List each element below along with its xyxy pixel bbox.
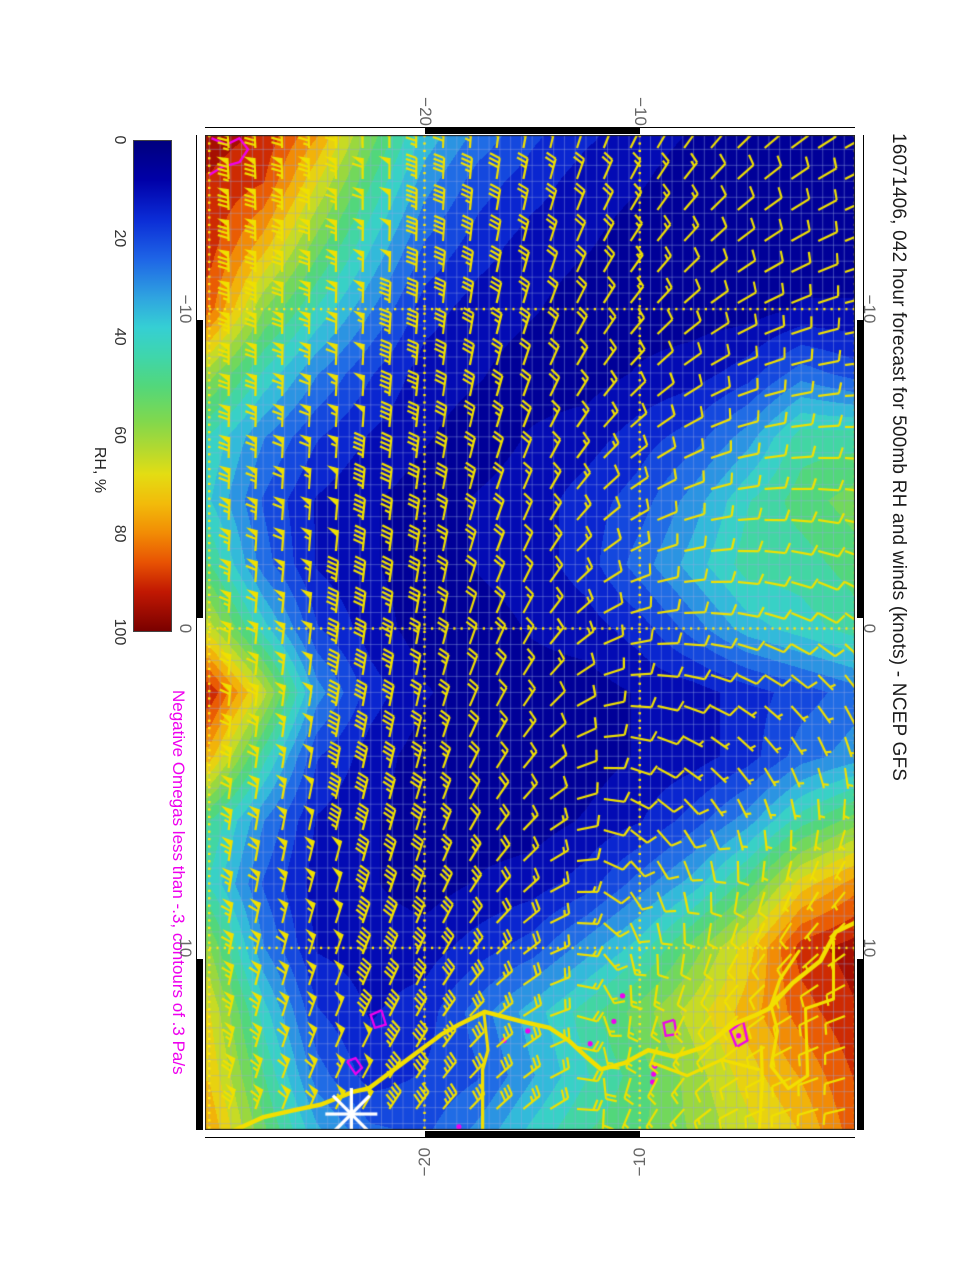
- frame-left-black: [424, 127, 640, 134]
- colorbar-tick-label: 60: [111, 426, 128, 445]
- map-canvas: [205, 135, 855, 1130]
- lat-tick-label-right: −10: [629, 1147, 649, 1177]
- lon-tick-label-top: 0: [860, 623, 879, 634]
- lat-tick-label-right: −20: [414, 1147, 434, 1177]
- lon-tick-label-top: −10: [860, 294, 879, 324]
- frame-bottom-black: [196, 958, 203, 1130]
- frame-bottom-black: [196, 320, 203, 618]
- colorbar-tick-label: 100: [111, 618, 128, 646]
- lon-tick-label-bottom: 10: [176, 938, 195, 958]
- colorbar-tick-label: 0: [111, 135, 128, 145]
- lat-tick-label-left: −10: [630, 97, 650, 126]
- frame-top-black: [857, 320, 864, 618]
- lon-tick-label-bottom: −10: [176, 294, 195, 324]
- colorbar-label: RH, %: [91, 446, 108, 494]
- colorbar-gradient: [133, 140, 172, 632]
- colorbar-tick-label: 20: [111, 229, 128, 248]
- frame-right-black: [424, 1131, 640, 1138]
- lat-tick-label-left: −20: [415, 97, 435, 126]
- plot-title: 16071406, 042 hour forecast for 500mb RH…: [888, 133, 909, 782]
- frame-top-black: [857, 958, 864, 1130]
- lon-tick-label-top: 10: [860, 938, 879, 958]
- colorbar-tick-label: 40: [111, 327, 128, 346]
- lon-tick-label-bottom: 0: [176, 623, 195, 634]
- colorbar-tick-label: 80: [111, 524, 128, 543]
